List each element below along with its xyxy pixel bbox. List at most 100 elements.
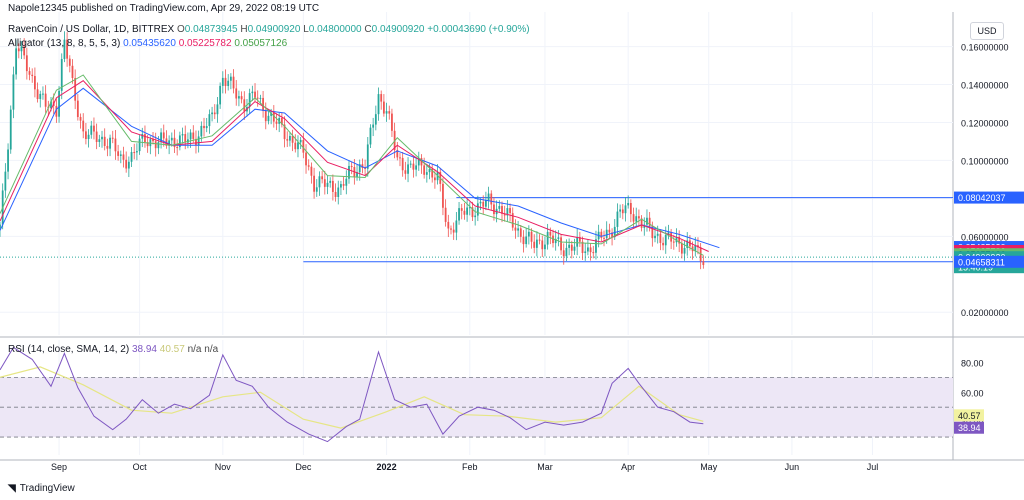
candle-body — [603, 237, 605, 239]
time-tick-label: Oct — [133, 462, 148, 472]
candle-body — [640, 218, 643, 228]
candle-body — [680, 243, 683, 254]
candle-body — [197, 136, 200, 146]
candle-body — [157, 142, 160, 149]
candle-body — [55, 105, 58, 117]
candle-body — [90, 125, 93, 135]
candle-body — [452, 229, 455, 233]
candle-body — [530, 231, 533, 242]
candle-body — [479, 201, 482, 204]
candle-body — [87, 134, 90, 140]
candle-body — [638, 216, 640, 219]
ohlc-open: 0.04873945 — [184, 24, 238, 35]
candle-body — [291, 135, 294, 143]
candle-body — [533, 241, 536, 248]
candle-body — [216, 104, 219, 115]
candle-body — [305, 152, 307, 166]
rsi-ma-tag-bg — [954, 409, 984, 422]
candle-body — [224, 77, 227, 87]
candle-body — [621, 209, 624, 214]
symbol-title: RavenCoin / US Dollar, 1D, BITTREX — [8, 24, 175, 35]
candle-body — [213, 112, 216, 115]
candle-body — [468, 207, 471, 209]
symbol-legend: RavenCoin / US Dollar, 1D, BITTREX O0.04… — [8, 24, 530, 35]
candle-body — [538, 239, 541, 241]
candle-body — [584, 251, 587, 253]
candle-body — [409, 163, 412, 165]
candle-body — [501, 206, 503, 214]
candle-body — [117, 151, 120, 156]
candle-body — [444, 207, 447, 222]
candle-body — [221, 77, 224, 86]
candle-body — [23, 46, 26, 56]
candle-body — [310, 166, 313, 176]
candle-body — [391, 113, 393, 131]
candle-body — [348, 165, 350, 179]
candle-body — [509, 208, 511, 214]
candle-body — [307, 165, 310, 167]
candle-body — [152, 139, 154, 142]
candle-body — [412, 163, 415, 170]
candle-body — [396, 149, 399, 158]
candle-body — [568, 244, 571, 248]
candle-body — [474, 215, 477, 218]
candle-body — [203, 125, 205, 129]
candle-body — [173, 137, 176, 148]
candle-body — [466, 207, 469, 215]
currency-button[interactable]: USD — [970, 22, 1004, 40]
candle-body — [95, 131, 98, 142]
candle-body — [200, 125, 203, 137]
candle-body — [401, 157, 404, 171]
candle-body — [184, 134, 187, 143]
candle-body — [484, 200, 487, 207]
time-tick-label: Jun — [785, 462, 800, 472]
time-tick-label: Nov — [215, 462, 232, 472]
candle-body — [463, 210, 466, 215]
candle-body — [624, 205, 627, 214]
candle-body — [493, 204, 495, 215]
price-tick-label: 0.14000000 — [961, 81, 1009, 91]
candle-body — [12, 74, 15, 110]
tradingview-logo[interactable]: ◥ TradingView — [8, 483, 75, 494]
candle-body — [114, 138, 117, 152]
candle-body — [342, 184, 345, 186]
alligator-label: Alligator (13, 8, 8, 5, 5, 3) — [8, 38, 121, 49]
candle-body — [74, 77, 77, 101]
candle-body — [302, 139, 305, 153]
candle-body — [587, 247, 589, 252]
rsi-line — [0, 346, 704, 443]
candle-body — [248, 93, 251, 107]
candle-body — [31, 74, 34, 77]
candle-body — [181, 134, 184, 136]
candle-body — [71, 65, 74, 78]
rsi-ma-value: 40.57 — [159, 344, 185, 355]
candle-body — [664, 234, 667, 246]
candle-body — [168, 140, 171, 146]
candle-body — [256, 97, 259, 99]
alligator-lips-line — [0, 74, 704, 256]
candle-body — [264, 111, 267, 122]
candle-body — [176, 147, 179, 149]
candle-body — [178, 135, 181, 148]
candle-body — [44, 93, 47, 107]
candle-body — [388, 111, 391, 114]
candle-body — [442, 183, 444, 208]
candle-body — [646, 217, 648, 225]
time-tick-label: 2022 — [377, 462, 397, 472]
candle-body — [42, 93, 44, 95]
candle-body — [122, 154, 125, 160]
candle-body — [329, 180, 332, 183]
candle-body — [635, 216, 638, 222]
candle-body — [162, 132, 165, 139]
candle-body — [629, 203, 632, 215]
candle-body — [275, 121, 278, 124]
candle-body — [294, 142, 297, 150]
candle-body — [326, 182, 329, 187]
candle-body — [595, 239, 597, 253]
candle-body — [525, 236, 528, 245]
candle-body — [192, 132, 195, 139]
candle-body — [267, 115, 270, 122]
candle-body — [318, 176, 321, 188]
